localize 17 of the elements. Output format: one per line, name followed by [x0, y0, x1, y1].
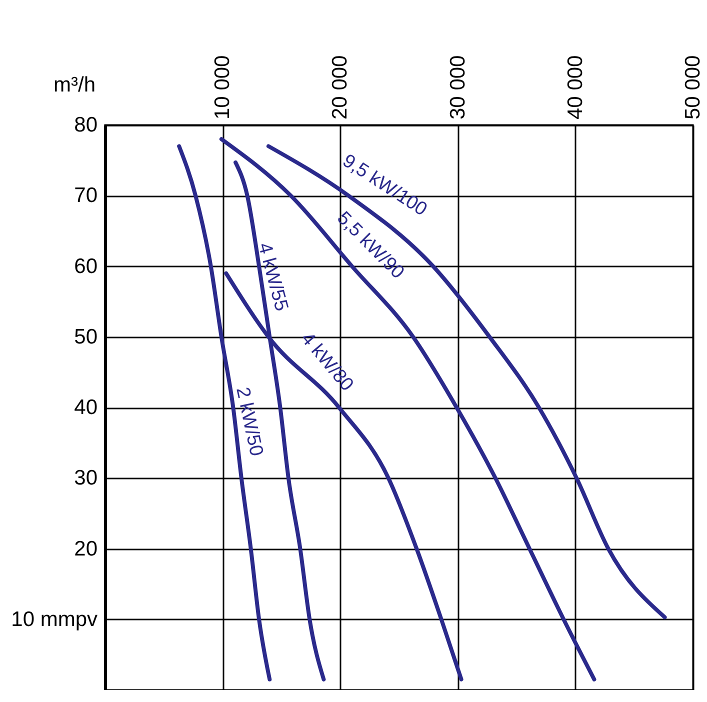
text: 4 kW/55: [254, 240, 292, 314]
x-axis-title: m³/h: [54, 74, 96, 96]
x-tick-label: 40 000: [564, 55, 587, 120]
text: 2 kW/50: [232, 385, 267, 458]
y-tick-label: 30: [74, 466, 98, 490]
x-tick-label: 30 000: [446, 55, 470, 120]
y-tick-label: 50: [74, 325, 98, 348]
y-tick-label: 10 mmpv: [11, 608, 98, 631]
y-tick-label: 60: [74, 254, 98, 278]
y-tick-label: 80: [74, 114, 98, 136]
x-tick-label: 50 000: [682, 55, 704, 120]
y-tick-label: 20: [74, 537, 98, 560]
x-tick-label: 10 000: [211, 55, 234, 120]
y-tick-label: 70: [74, 184, 98, 208]
x-tick-label: 20 000: [328, 55, 352, 120]
line-series: [219, 137, 596, 682]
y-tick-label: 40: [74, 396, 98, 419]
